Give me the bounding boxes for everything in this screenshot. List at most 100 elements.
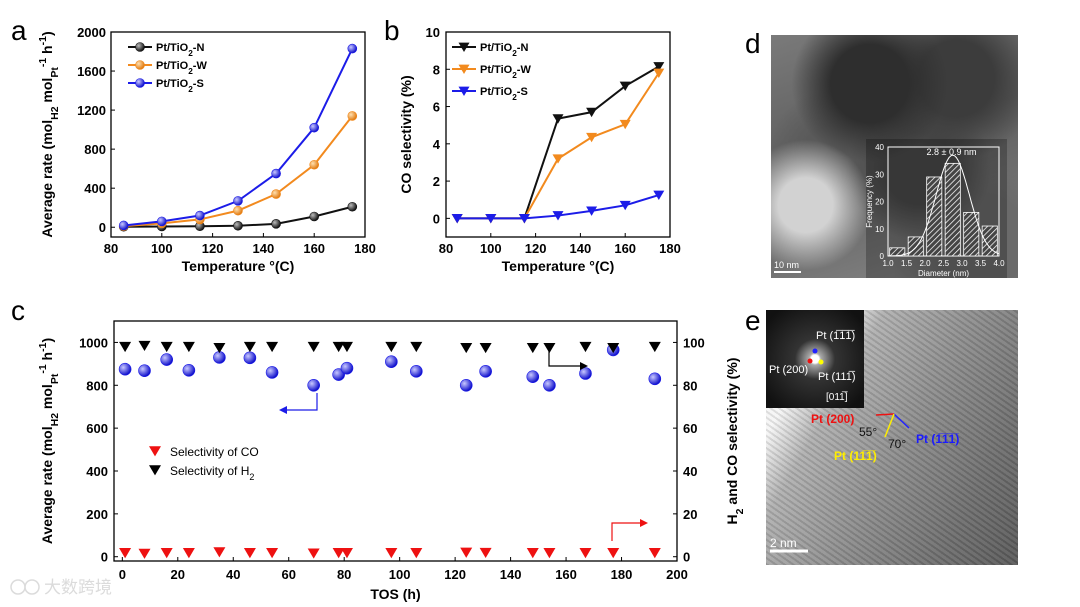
chart-c-co-point	[579, 548, 592, 559]
chart-c-arrow-rate-head	[279, 406, 287, 414]
chart-c-y2label-part: H	[724, 514, 740, 524]
chart-b-ytick-label-1: 2	[433, 174, 440, 189]
chart-c-y2tick-label-5: 100	[683, 335, 705, 350]
tem-image-d: 1.0 1.5 2.0 2.5 3.0 3.5 4.0 0 10 20 30 40 Diameter (…	[771, 35, 1018, 278]
chart-c-rate-point	[265, 366, 279, 379]
chart-c-h2-point	[526, 342, 539, 354]
chart-a-point-S	[157, 216, 167, 227]
chart-c-ylabel-part: H2	[49, 413, 61, 427]
chart-c-rate-point	[160, 353, 173, 366]
chart-c-xtick-label-5: 100	[389, 567, 411, 582]
lattice-angle-1: 55°	[859, 425, 877, 439]
chart-b-legend-label-S-part: 2	[512, 93, 517, 102]
chart-b-point-S	[518, 213, 530, 224]
fft-label-111bar: Pt (1̅1̅1̅)	[816, 330, 855, 342]
watermark: 大数跨境	[10, 578, 112, 597]
chart-c-h2-point	[607, 342, 620, 354]
chart-c-h2-point	[385, 341, 398, 353]
chart-c-co-point	[340, 548, 353, 559]
chart-a-ytick-label-1: 400	[84, 181, 106, 196]
chart-b-xtick-label-0: 80	[439, 241, 453, 256]
chart-c-rate-point	[213, 351, 226, 364]
chart-b-legend-label-S-part: -S	[517, 86, 528, 98]
chart-b-legend-label-W-part: -W	[517, 64, 532, 76]
chart-c-co-point	[385, 548, 398, 559]
chart-c-y2label: H2 and CO selectivity (%)	[724, 358, 746, 525]
chart-c-rate-point	[243, 351, 257, 365]
inset-d-xtick-label-4: 3.0	[956, 259, 968, 268]
chart-c-h2-point	[648, 341, 661, 353]
chart-a-point-S	[233, 196, 243, 206]
fft-spot-yellow	[818, 359, 824, 365]
chart-c-rate-point	[385, 355, 398, 369]
inset-d-frame	[887, 146, 1000, 257]
chart-a-ytick-label-0: 0	[99, 220, 106, 235]
chart-c-frame	[113, 320, 678, 562]
scale-bar-d-label: 10 nm	[774, 260, 799, 270]
chart-a-legend-label-W-part: Pt/TiO	[156, 60, 189, 72]
chart-c-co-point	[526, 548, 539, 559]
chart-a-frame	[110, 31, 366, 238]
chart-b-point-W	[619, 119, 631, 130]
hrtem-image-e: Pt (1̅1̅1̅) Pt (200) Pt (111̅) [011̅] Pt…	[766, 310, 1018, 565]
chart-c-y2tick-label-2: 40	[683, 464, 697, 479]
chart-c-ylabel-part: Average rate (mol	[39, 426, 55, 544]
chart-a-legend-label-N-part: -N	[193, 42, 205, 54]
fft-label-111: Pt (111̅)	[818, 371, 856, 383]
chart-a-point-S	[347, 43, 358, 54]
chart-c-ylabel-part: -1	[37, 342, 49, 351]
chart-b-point-S	[451, 213, 463, 224]
lattice-line-blue	[893, 413, 910, 429]
chart-c-h2-point	[213, 342, 226, 354]
chart-c-ylabel-part: mol	[39, 384, 55, 413]
chart-b-legend-label-N-part: 2	[512, 49, 517, 58]
chart-a-xtick-label-0: 80	[104, 241, 118, 256]
chart-c-y2tick-label-4: 80	[683, 378, 697, 393]
chart-a-legend-label-S-part: -S	[193, 78, 204, 90]
chart-b-point-S	[485, 213, 497, 224]
chart-c-ytick-label-3: 600	[86, 421, 108, 436]
inset-d-ytick-label-3: 30	[875, 170, 884, 179]
chart-a-legend-label-N-part: Pt/TiO	[156, 42, 189, 54]
chart-c-ylabel-part: Pt	[49, 373, 61, 384]
chart-a-xtick-label-1: 100	[151, 241, 173, 256]
panel-label-d: d	[745, 28, 761, 59]
chart-a-legend-label-S: Pt/TiO2-S	[156, 78, 204, 94]
chart-c-rate-point	[410, 365, 423, 378]
chart-c-rate-point	[526, 370, 540, 384]
chart-c-ytick-label-0: 0	[101, 550, 108, 565]
chart-c-arrow-h2-head	[580, 362, 588, 370]
chart-c-ylabel: Average rate (molH2 molPt-1 h-1)	[37, 338, 61, 544]
chart-b-co-selectivity-vs-temperature: 80 100 120 140 160 180 0 2 4 6 8 10 Temperature °(C)…	[398, 25, 681, 274]
chart-c-h2-point	[579, 341, 592, 353]
chart-c-arrow-co	[611, 522, 642, 541]
lattice-angle-2: 70°	[888, 437, 906, 451]
chart-c-ytick-label-2: 400	[86, 464, 108, 479]
chart-a-ytick-label-5: 2000	[77, 25, 106, 40]
watermark-text: 大数跨境	[44, 578, 112, 597]
inset-d-bar	[944, 162, 961, 257]
chart-a-ylabel-part: Average rate (mol	[39, 120, 55, 238]
chart-c-xtick-label-0: 0	[119, 567, 126, 582]
inset-d-ytick-label-1: 10	[875, 225, 884, 234]
chart-b-legend-marker-S	[458, 86, 470, 96]
inset-d-bar	[963, 211, 980, 257]
chart-a-xtick-label-2: 120	[202, 241, 224, 256]
chart-a-ytick-label-2: 800	[84, 142, 106, 157]
chart-c-legend-label-h2-part: Selectivity of H	[170, 464, 249, 478]
chart-b-point-S	[586, 206, 598, 216]
chart-a-xlabel: Temperature °(C)	[182, 258, 295, 274]
chart-c-h2-point	[410, 341, 423, 353]
chart-b-legend-label-W: Pt/TiO2-W	[480, 64, 531, 80]
chart-c-co-point	[266, 548, 279, 559]
chart-c-legend-marker-co	[149, 446, 161, 457]
inset-d-fit-curve	[888, 154, 1000, 257]
chart-a-ytick-label-4: 1600	[77, 64, 106, 79]
chart-b-legend-marker-N	[458, 42, 470, 52]
chart-c-h2-point	[138, 340, 151, 352]
fft-zone-axis: [011̅]	[826, 391, 848, 403]
chart-a-point-W	[309, 159, 320, 170]
inset-d-xtick-label-0: 1.0	[882, 259, 894, 268]
inset-d-xtick-label-5: 3.5	[975, 259, 987, 268]
